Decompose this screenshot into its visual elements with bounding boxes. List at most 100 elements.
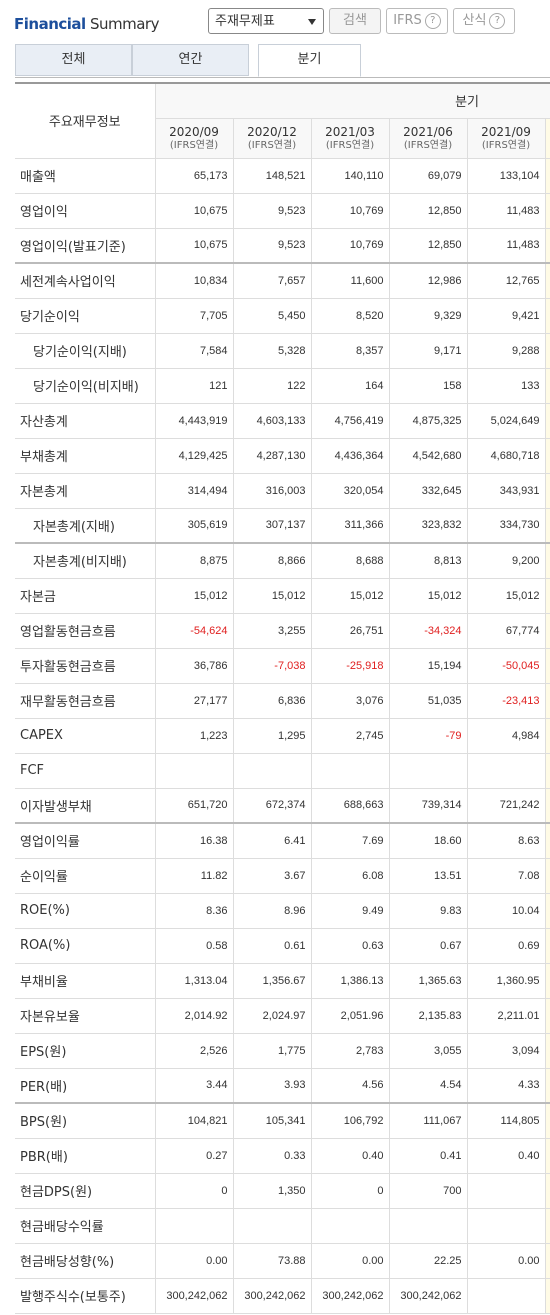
data-row: EPS(원) 2,526 1,775 2,783 3,055 3,094 (15, 1032, 550, 1069)
row-label: 부채비율 (15, 962, 156, 999)
cell-value: 8,520 (310, 297, 390, 334)
cell-value: 3,076 (310, 682, 390, 719)
cell-value (466, 1277, 546, 1314)
cell-empty (544, 1102, 550, 1139)
cell-empty (544, 787, 550, 824)
cell-value: -7,038 (232, 647, 312, 684)
cell-value: 13.51 (388, 857, 468, 894)
cell-value: -34,324 (388, 612, 468, 649)
cell-empty (544, 822, 550, 859)
cell-value: 2,135.83 (388, 997, 468, 1034)
data-row: 매출액 65,173 148,521 140,110 69,079 133,104 (15, 157, 550, 194)
cell-value: 4,129,425 (154, 437, 234, 474)
cell-value: 9,329 (388, 297, 468, 334)
cell-value: 8,688 (310, 542, 390, 579)
cell-empty (544, 1242, 550, 1279)
cell-value: 133 (466, 367, 546, 404)
cell-value: 12,850 (388, 192, 468, 229)
cell-empty (544, 227, 550, 264)
tab[interactable]: 분기 (258, 44, 361, 77)
data-row: 순이익률 11.82 3.67 6.08 13.51 7.08 (15, 857, 550, 894)
cell-value: 73.88 (232, 1242, 312, 1279)
row-label: 영업이익 (15, 192, 156, 229)
data-row: 자본총계(지배) 305,619 307,137 311,366 323,832 334,… (15, 507, 550, 544)
row-label: 매출액 (15, 157, 156, 194)
cell-value: 4.56 (310, 1067, 390, 1104)
tab[interactable]: 전체 (15, 44, 132, 76)
cell-value: 67,774 (466, 612, 546, 649)
search-button[interactable]: 검색 (329, 8, 381, 34)
cell-value (310, 1207, 390, 1244)
row-label: 투자활동현금흐름 (15, 647, 156, 684)
statement-select[interactable]: 주재무제표 (208, 8, 324, 34)
cell-value: 700 (388, 1172, 468, 1209)
cell-value: 4,436,364 (310, 437, 390, 474)
cell-value: 111,067 (388, 1102, 468, 1139)
cell-value: 1,313.04 (154, 962, 234, 999)
tab[interactable]: 연간 (132, 44, 249, 76)
cell-value: 133,104 (466, 157, 546, 194)
row-label: 현금배당성향(%) (15, 1242, 156, 1279)
cell-value: 11,483 (466, 192, 546, 229)
cell-value: 688,663 (310, 787, 390, 824)
row-label: 이자발생부채 (15, 787, 156, 824)
cell-value: -25,918 (310, 647, 390, 684)
row-label: 자본유보율 (15, 997, 156, 1034)
data-row: 영업이익률 16.38 6.41 7.69 18.60 8.63 (15, 822, 550, 859)
row-label: EPS(원) (15, 1032, 156, 1069)
cell-value: 12,765 (466, 262, 546, 299)
cell-empty (544, 997, 550, 1034)
cell-value: 4,287,130 (232, 437, 312, 474)
period: 2020/12 (247, 124, 297, 139)
cell-value: -54,624 (154, 612, 234, 649)
cell-value: 114,805 (466, 1102, 546, 1139)
cell-value: 0.58 (154, 927, 234, 964)
cell-empty (544, 437, 550, 474)
cell-value: 26,751 (310, 612, 390, 649)
cell-value: 3,055 (388, 1032, 468, 1069)
cell-value: 9.83 (388, 892, 468, 929)
cell-value (388, 752, 468, 789)
cell-empty (544, 157, 550, 194)
basis: (IFRS연결) (325, 139, 375, 151)
cell-value: 300,242,062 (310, 1277, 390, 1314)
cell-value: 0 (310, 1172, 390, 1209)
cell-value: 1,775 (232, 1032, 312, 1069)
cell-value: 106,792 (310, 1102, 390, 1139)
cell-value: 1,365.63 (388, 962, 468, 999)
row-label: 자본총계(비지배) (15, 542, 156, 579)
data-row: 당기순이익(비지배) 121 122 164 158 133 (15, 367, 550, 404)
cell-value: 0.00 (466, 1242, 546, 1279)
cell-value: 6.41 (232, 822, 312, 859)
financial-table: 주요재무정보 분기 2020/09 (IFRS연결) 2020/12 (IFRS연결) 20… (15, 82, 550, 1314)
cell-value: 36,786 (154, 647, 234, 684)
cell-value: 2,745 (310, 717, 390, 754)
row-label: 당기순이익(비지배) (15, 367, 156, 404)
tab-bar: 전체 연간 분기 (15, 44, 550, 78)
cell-empty (544, 472, 550, 509)
cell-empty (544, 752, 550, 789)
cell-empty (544, 927, 550, 964)
cell-value: 18.60 (388, 822, 468, 859)
cell-value: 8.96 (232, 892, 312, 929)
formula-button[interactable]: 산식? (453, 8, 515, 34)
cell-value: 51,035 (388, 682, 468, 719)
cell-value: 15,012 (388, 577, 468, 614)
ifrs-button[interactable]: IFRS? (386, 8, 448, 34)
cell-value: 11.82 (154, 857, 234, 894)
cell-value: 5,024,649 (466, 402, 546, 439)
cell-value: 104,821 (154, 1102, 234, 1139)
cell-empty (544, 1032, 550, 1069)
cell-value: 672,374 (232, 787, 312, 824)
cell-value: 5,328 (232, 332, 312, 369)
cell-empty (544, 542, 550, 579)
cell-value: 121 (154, 367, 234, 404)
cell-value: 1,223 (154, 717, 234, 754)
data-row: CAPEX 1,223 1,295 2,745 -79 4,984 (15, 717, 550, 754)
cell-value: 164 (310, 367, 390, 404)
button-label: IFRS (393, 13, 422, 28)
column-header: 2020/09 (IFRS연결) (154, 117, 234, 159)
data-row: 이자발생부채 651,720 672,374 688,663 739,314 721,24… (15, 787, 550, 824)
cell-value: 9,200 (466, 542, 546, 579)
cell-value: 1,295 (232, 717, 312, 754)
